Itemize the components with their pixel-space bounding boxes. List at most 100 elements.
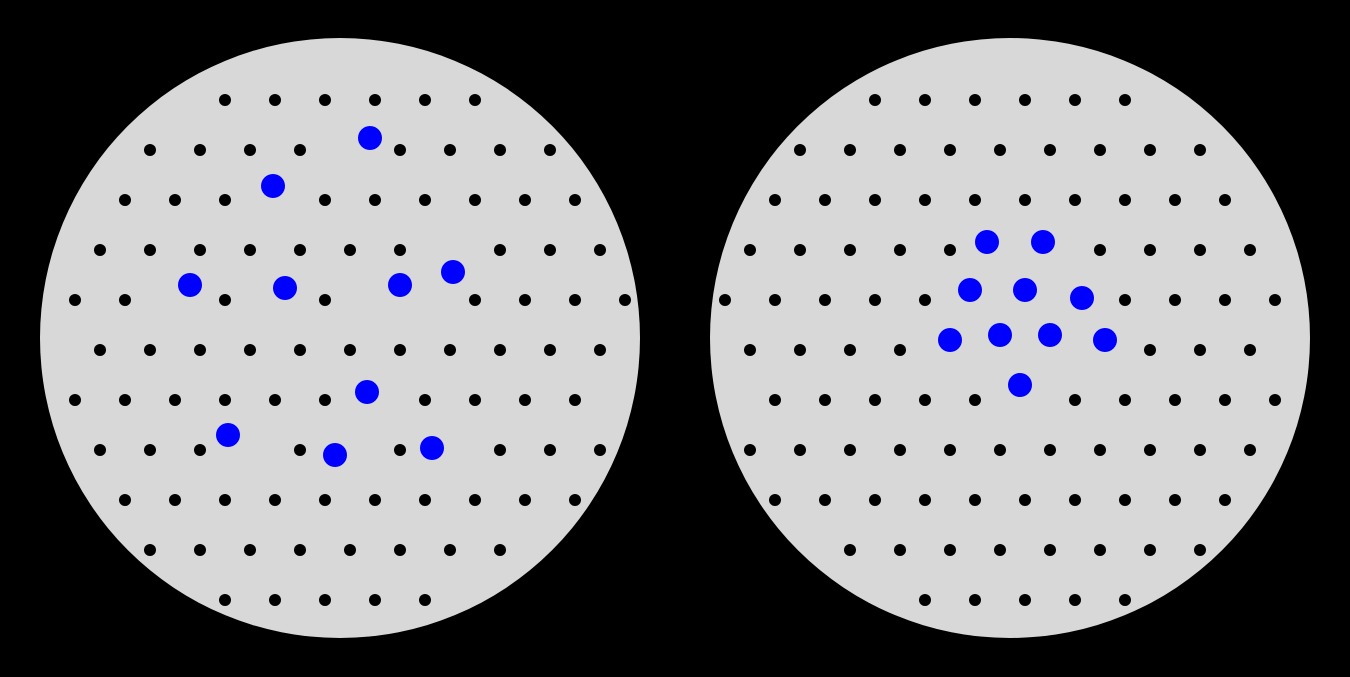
small-dot [494, 344, 506, 356]
small-dot [819, 494, 831, 506]
small-dot [94, 244, 106, 256]
small-dot [269, 94, 281, 106]
small-dot [844, 544, 856, 556]
small-dot [419, 494, 431, 506]
small-dot [1194, 444, 1206, 456]
small-dot [519, 294, 531, 306]
small-dot [219, 194, 231, 206]
small-dot [1094, 544, 1106, 556]
small-dot [394, 544, 406, 556]
small-dot [344, 544, 356, 556]
small-dot [919, 194, 931, 206]
small-dot [844, 444, 856, 456]
small-dot [569, 194, 581, 206]
small-dot [194, 544, 206, 556]
small-dot [619, 294, 631, 306]
small-dot [969, 494, 981, 506]
small-dot [1144, 444, 1156, 456]
small-dot [519, 194, 531, 206]
small-dot [969, 394, 981, 406]
small-dot [994, 544, 1006, 556]
small-dot [119, 394, 131, 406]
small-dot [1169, 394, 1181, 406]
small-dot [244, 344, 256, 356]
highlight-dot [938, 328, 962, 352]
small-dot [869, 394, 881, 406]
small-dot [494, 444, 506, 456]
small-dot [269, 494, 281, 506]
small-dot [1194, 544, 1206, 556]
small-dot [719, 294, 731, 306]
small-dot [594, 444, 606, 456]
small-dot [1019, 94, 1031, 106]
small-dot [244, 544, 256, 556]
highlight-dot [216, 423, 240, 447]
small-dot [1044, 544, 1056, 556]
small-dot [1119, 494, 1131, 506]
small-dot [219, 94, 231, 106]
small-dot [219, 594, 231, 606]
small-dot [1244, 444, 1256, 456]
highlight-dot [355, 380, 379, 404]
small-dot [1169, 294, 1181, 306]
small-dot [1194, 344, 1206, 356]
small-dot [294, 544, 306, 556]
small-dot [544, 144, 556, 156]
small-dot [194, 444, 206, 456]
small-dot [944, 244, 956, 256]
small-dot [794, 344, 806, 356]
small-dot [419, 394, 431, 406]
small-dot [1094, 144, 1106, 156]
small-dot [869, 494, 881, 506]
small-dot [369, 594, 381, 606]
small-dot [219, 494, 231, 506]
small-dot [544, 344, 556, 356]
small-dot [1144, 544, 1156, 556]
small-dot [494, 144, 506, 156]
small-dot [919, 394, 931, 406]
highlight-dot [420, 436, 444, 460]
small-dot [294, 244, 306, 256]
small-dot [594, 344, 606, 356]
small-dot [469, 494, 481, 506]
highlight-dot [975, 230, 999, 254]
small-dot [1069, 494, 1081, 506]
small-dot [469, 94, 481, 106]
small-dot [169, 494, 181, 506]
small-dot [219, 394, 231, 406]
small-dot [1094, 444, 1106, 456]
small-dot [769, 194, 781, 206]
small-dot [1144, 244, 1156, 256]
small-dot [194, 344, 206, 356]
small-dot [594, 244, 606, 256]
highlight-dot [261, 174, 285, 198]
small-dot [294, 144, 306, 156]
small-dot [1044, 444, 1056, 456]
small-dot [744, 444, 756, 456]
small-dot [969, 194, 981, 206]
small-dot [419, 94, 431, 106]
small-dot [1244, 344, 1256, 356]
small-dot [469, 194, 481, 206]
small-dot [969, 94, 981, 106]
small-dot [1119, 394, 1131, 406]
small-dot [844, 244, 856, 256]
panel-left [40, 38, 640, 638]
highlight-dot [1038, 323, 1062, 347]
small-dot [1119, 94, 1131, 106]
small-dot [519, 494, 531, 506]
highlight-dot [1013, 278, 1037, 302]
small-dot [1119, 594, 1131, 606]
small-dot [769, 294, 781, 306]
small-dot [1019, 494, 1031, 506]
small-dot [944, 444, 956, 456]
small-dot [969, 594, 981, 606]
small-dot [794, 444, 806, 456]
small-dot [794, 144, 806, 156]
highlight-dot [1093, 328, 1117, 352]
small-dot [244, 244, 256, 256]
small-dot [869, 94, 881, 106]
small-dot [444, 544, 456, 556]
small-dot [919, 94, 931, 106]
small-dot [469, 394, 481, 406]
